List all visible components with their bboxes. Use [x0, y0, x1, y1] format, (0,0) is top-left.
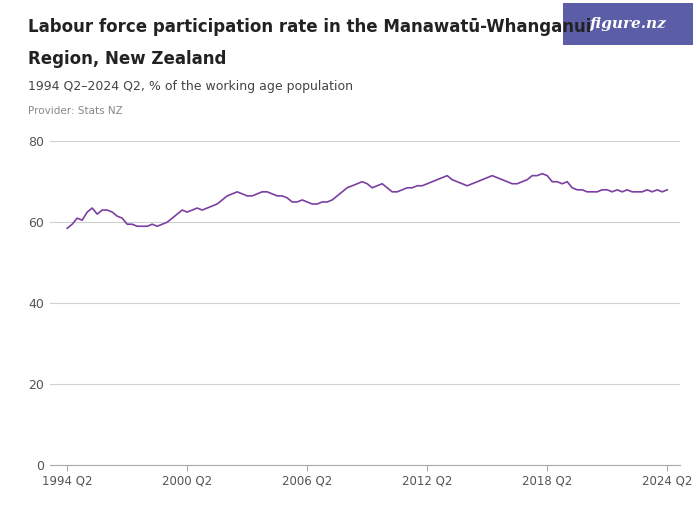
Text: 1994 Q2–2024 Q2, % of the working age population: 1994 Q2–2024 Q2, % of the working age po… [28, 80, 353, 93]
Text: figure.nz: figure.nz [589, 17, 666, 31]
Text: Provider: Stats NZ: Provider: Stats NZ [28, 106, 122, 116]
Text: Labour force participation rate in the Manawatū-Whanganui: Labour force participation rate in the M… [28, 18, 592, 36]
Text: Region, New Zealand: Region, New Zealand [28, 50, 226, 68]
